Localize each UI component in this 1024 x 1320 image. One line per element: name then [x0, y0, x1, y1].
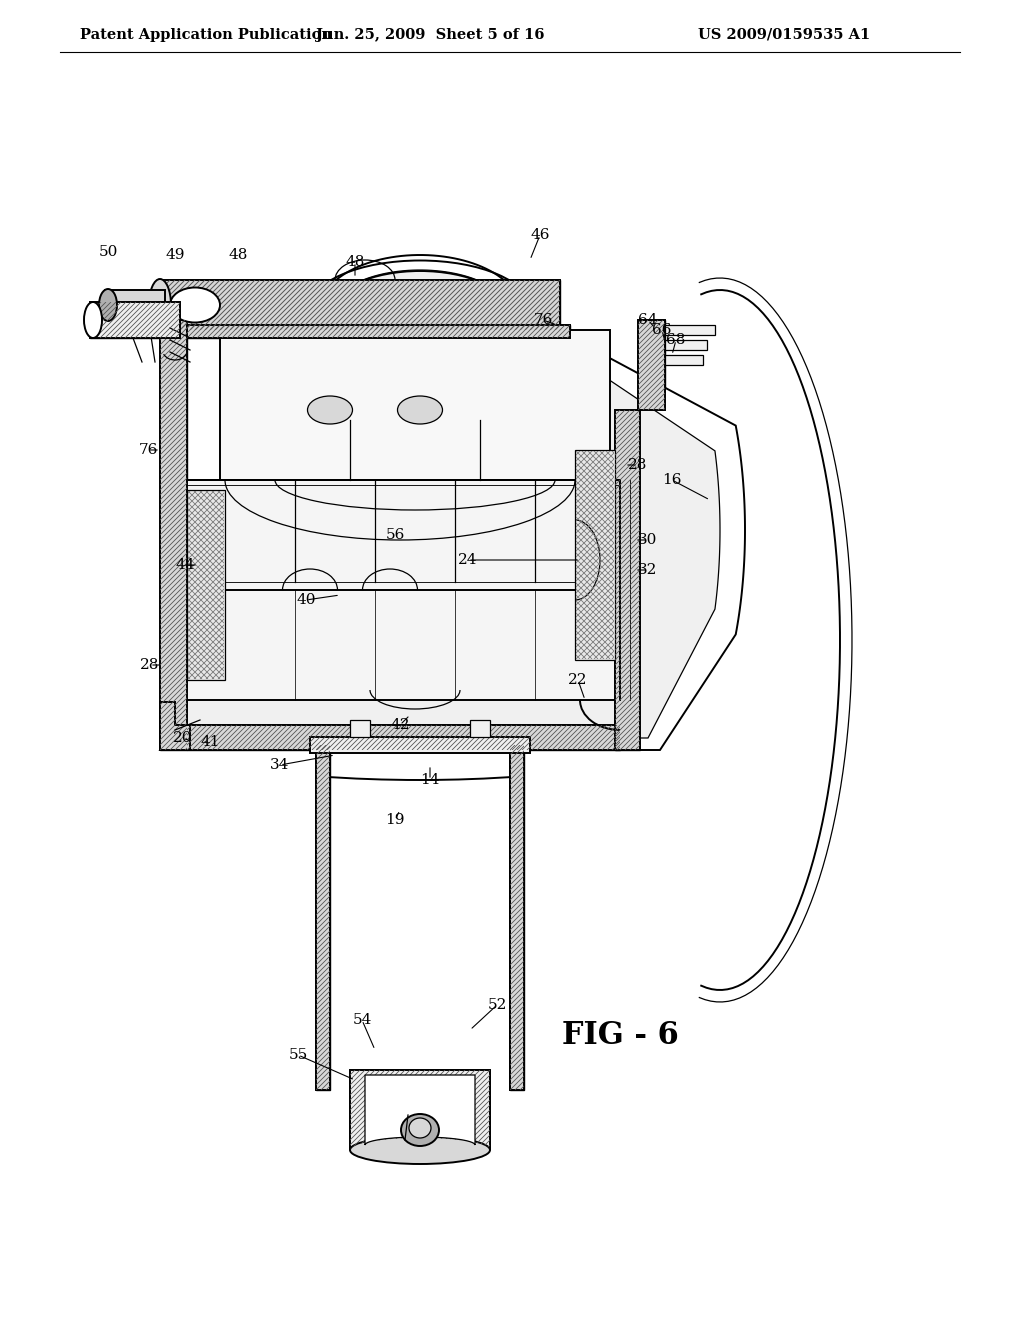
Ellipse shape — [350, 1137, 490, 1164]
PathPatch shape — [188, 491, 224, 678]
PathPatch shape — [160, 319, 187, 750]
Text: 44: 44 — [175, 558, 195, 572]
Text: 30: 30 — [638, 533, 657, 546]
Text: 64: 64 — [638, 313, 657, 327]
Polygon shape — [220, 330, 610, 480]
Polygon shape — [90, 302, 180, 338]
PathPatch shape — [187, 725, 620, 750]
Text: 68: 68 — [667, 333, 686, 347]
Text: 22: 22 — [568, 673, 588, 686]
Text: 40: 40 — [296, 593, 315, 607]
Polygon shape — [470, 719, 490, 737]
Polygon shape — [365, 1074, 475, 1144]
Polygon shape — [187, 325, 570, 338]
PathPatch shape — [350, 1071, 490, 1150]
Text: US 2009/0159535 A1: US 2009/0159535 A1 — [697, 28, 870, 42]
Text: 16: 16 — [663, 473, 682, 487]
Polygon shape — [172, 271, 720, 738]
Text: 48: 48 — [228, 248, 248, 261]
Polygon shape — [638, 319, 665, 411]
PathPatch shape — [638, 319, 665, 411]
Text: 50: 50 — [98, 246, 118, 259]
Text: 28: 28 — [140, 657, 160, 672]
Ellipse shape — [409, 1118, 431, 1138]
PathPatch shape — [187, 325, 570, 338]
Polygon shape — [160, 702, 190, 750]
Text: FIG - 6: FIG - 6 — [561, 1019, 678, 1051]
Polygon shape — [187, 490, 225, 680]
Polygon shape — [160, 319, 187, 750]
Ellipse shape — [170, 288, 220, 322]
Text: 76: 76 — [534, 313, 553, 327]
PathPatch shape — [90, 302, 180, 338]
PathPatch shape — [575, 451, 614, 659]
PathPatch shape — [316, 744, 330, 1090]
Polygon shape — [105, 290, 165, 319]
Polygon shape — [575, 450, 615, 660]
Polygon shape — [185, 480, 620, 700]
Text: 66: 66 — [652, 323, 672, 337]
Text: 42: 42 — [390, 718, 410, 733]
Polygon shape — [615, 411, 640, 750]
Text: 76: 76 — [138, 444, 158, 457]
Text: 28: 28 — [629, 458, 648, 473]
Text: 34: 34 — [270, 758, 290, 772]
Text: 55: 55 — [289, 1048, 307, 1063]
Text: 48: 48 — [345, 255, 365, 269]
PathPatch shape — [510, 744, 524, 1090]
Text: 14: 14 — [420, 774, 439, 787]
Text: 52: 52 — [487, 998, 507, 1012]
PathPatch shape — [575, 451, 614, 659]
Polygon shape — [187, 725, 620, 750]
Text: 54: 54 — [352, 1012, 372, 1027]
PathPatch shape — [160, 280, 560, 330]
Polygon shape — [665, 325, 715, 335]
Ellipse shape — [150, 279, 171, 331]
Polygon shape — [316, 744, 330, 1090]
Text: 19: 19 — [385, 813, 404, 828]
Polygon shape — [350, 1071, 490, 1150]
Polygon shape — [160, 255, 745, 750]
Text: 20: 20 — [173, 731, 193, 744]
Ellipse shape — [397, 396, 442, 424]
Ellipse shape — [307, 396, 352, 424]
Ellipse shape — [99, 289, 117, 321]
Ellipse shape — [84, 302, 102, 338]
PathPatch shape — [615, 411, 640, 750]
Text: 49: 49 — [165, 248, 184, 261]
PathPatch shape — [188, 491, 224, 678]
Ellipse shape — [401, 1114, 439, 1146]
Polygon shape — [160, 280, 560, 330]
Polygon shape — [665, 355, 703, 366]
Text: 41: 41 — [201, 735, 220, 748]
Polygon shape — [510, 744, 524, 1090]
Text: Jun. 25, 2009  Sheet 5 of 16: Jun. 25, 2009 Sheet 5 of 16 — [315, 28, 544, 42]
Text: 24: 24 — [459, 553, 478, 568]
Text: 56: 56 — [385, 528, 404, 543]
Polygon shape — [310, 737, 530, 752]
Text: 32: 32 — [638, 564, 657, 577]
Text: Patent Application Publication: Patent Application Publication — [80, 28, 332, 42]
Polygon shape — [665, 341, 707, 350]
Polygon shape — [350, 719, 370, 737]
Text: 46: 46 — [530, 228, 550, 242]
